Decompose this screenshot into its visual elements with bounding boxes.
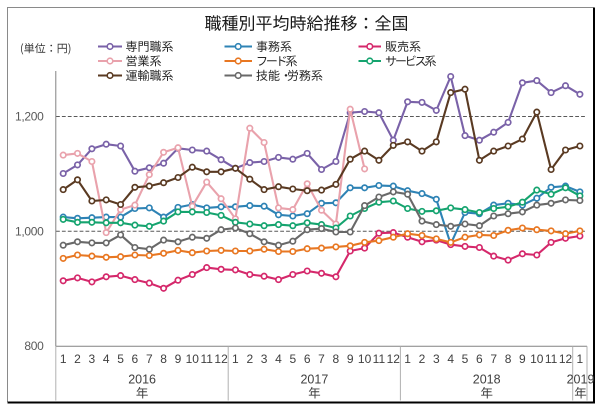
svg-text:6: 6 [132, 352, 139, 366]
svg-text:7: 7 [146, 352, 153, 366]
svg-text:11: 11 [200, 352, 213, 366]
svg-text:10: 10 [358, 352, 372, 366]
svg-text:2: 2 [74, 352, 81, 366]
svg-text:1: 1 [577, 352, 584, 366]
svg-text:2: 2 [419, 352, 426, 366]
svg-text:3: 3 [433, 352, 440, 366]
svg-text:8: 8 [160, 352, 167, 366]
svg-text:2016: 2016 [128, 373, 156, 387]
svg-text:10: 10 [530, 352, 544, 366]
svg-text:9: 9 [347, 352, 354, 366]
svg-text:8: 8 [505, 352, 512, 366]
svg-text:4: 4 [103, 352, 110, 366]
svg-text:1: 1 [232, 352, 239, 366]
svg-text:5: 5 [117, 352, 124, 366]
svg-text:6: 6 [304, 352, 311, 366]
svg-text:12: 12 [387, 352, 401, 366]
svg-text:1: 1 [404, 352, 411, 366]
svg-text:800: 800 [24, 339, 44, 353]
svg-text:2: 2 [246, 352, 253, 366]
svg-text:4: 4 [275, 352, 282, 366]
svg-text:2017: 2017 [300, 373, 328, 387]
svg-text:10: 10 [186, 352, 200, 366]
svg-text:1: 1 [60, 352, 67, 366]
svg-text:2018: 2018 [473, 373, 501, 387]
svg-text:1,200: 1,200 [15, 110, 44, 124]
svg-text:3: 3 [261, 352, 268, 366]
svg-text:3: 3 [89, 352, 96, 366]
svg-text:12: 12 [559, 352, 573, 366]
svg-text:5: 5 [462, 352, 469, 366]
svg-text:5: 5 [289, 352, 296, 366]
svg-text:8: 8 [333, 352, 340, 366]
svg-text:6: 6 [476, 352, 483, 366]
svg-text:11: 11 [545, 352, 558, 366]
svg-text:4: 4 [447, 352, 454, 366]
svg-text:1,000: 1,000 [15, 224, 44, 238]
svg-text:9: 9 [175, 352, 182, 366]
svg-text:2019: 2019 [567, 373, 595, 387]
svg-text:11: 11 [373, 352, 386, 366]
svg-text:9: 9 [519, 352, 526, 366]
svg-text:7: 7 [490, 352, 497, 366]
svg-text:12: 12 [214, 352, 228, 366]
svg-text:7: 7 [318, 352, 325, 366]
